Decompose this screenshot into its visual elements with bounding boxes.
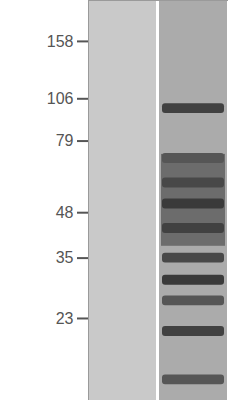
svg-text:23: 23 (56, 310, 74, 327)
svg-text:79: 79 (56, 132, 74, 149)
svg-text:106: 106 (47, 90, 74, 107)
svg-text:158: 158 (47, 33, 74, 50)
svg-text:48: 48 (56, 204, 74, 221)
svg-text:35: 35 (56, 249, 74, 266)
